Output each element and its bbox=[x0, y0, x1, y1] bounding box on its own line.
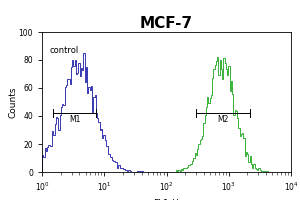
Text: M2: M2 bbox=[218, 115, 229, 124]
Title: MCF-7: MCF-7 bbox=[140, 16, 193, 31]
Text: M1: M1 bbox=[69, 115, 80, 124]
Y-axis label: Counts: Counts bbox=[8, 86, 17, 118]
Text: control: control bbox=[49, 46, 78, 55]
X-axis label: FL1-H: FL1-H bbox=[154, 199, 179, 200]
